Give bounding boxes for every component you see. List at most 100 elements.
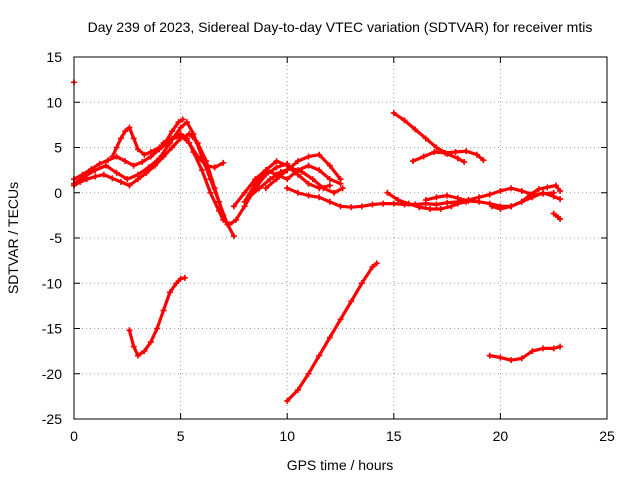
grid-layer <box>74 57 607 419</box>
data-point <box>508 203 515 210</box>
data-point <box>305 192 312 199</box>
data-point <box>544 184 551 191</box>
y-tick-label: -10 <box>42 275 62 291</box>
data-point <box>518 187 525 194</box>
data-point <box>299 168 306 175</box>
series-line <box>72 132 225 217</box>
data-point <box>552 182 559 189</box>
data-point <box>177 132 184 139</box>
data-point <box>169 135 176 142</box>
data-point <box>277 168 284 175</box>
data-point <box>320 185 327 192</box>
data-point <box>527 191 534 198</box>
y-tick-label: 10 <box>46 94 62 110</box>
data-point <box>179 116 186 123</box>
data-point <box>160 307 167 314</box>
data-point <box>233 216 240 223</box>
data-point <box>557 196 564 203</box>
data-point <box>395 196 402 203</box>
data-point <box>220 159 227 166</box>
series-arc-late-c <box>409 148 487 165</box>
data-point <box>262 185 269 192</box>
data-point <box>241 189 248 196</box>
data-point <box>124 176 131 183</box>
data-point <box>348 298 355 305</box>
data-point <box>224 221 231 228</box>
data-point <box>294 158 301 165</box>
data-point <box>540 189 547 196</box>
x-tick-label: 10 <box>279 428 295 444</box>
data-point <box>433 194 440 201</box>
data-point <box>145 164 152 171</box>
data-point <box>444 192 451 199</box>
data-point <box>316 151 323 158</box>
data-point <box>141 151 148 158</box>
data-point <box>518 355 525 362</box>
data-point <box>416 204 423 211</box>
data-point <box>369 263 376 270</box>
data-point <box>401 117 408 124</box>
data-point <box>92 173 99 180</box>
data-point <box>156 155 163 162</box>
data-point <box>186 139 193 146</box>
y-tick-label: 5 <box>54 140 62 156</box>
y-tick-label: -5 <box>50 230 63 246</box>
series-arc-neg-mid <box>284 260 380 404</box>
series-arc-late-b <box>390 110 468 165</box>
data-point <box>113 144 120 151</box>
data-point <box>284 397 291 404</box>
data-point <box>433 201 440 208</box>
data-point <box>337 203 344 210</box>
data-point <box>273 158 280 165</box>
data-point <box>134 171 141 178</box>
series-arc-mid-a <box>160 132 227 171</box>
data-point <box>109 175 116 182</box>
x-tick-label: 5 <box>177 428 185 444</box>
data-point <box>284 176 291 183</box>
data-point <box>497 206 504 213</box>
data-point <box>422 135 429 142</box>
series-line <box>247 166 345 199</box>
data-point <box>305 153 312 160</box>
data-point <box>245 194 252 201</box>
data-point <box>175 119 182 126</box>
data-point <box>476 198 483 205</box>
data-point <box>147 339 154 346</box>
data-point <box>169 128 176 135</box>
chart-title: Day 239 of 2023, Sidereal Day-to-day VTE… <box>88 19 593 35</box>
data-point <box>497 187 504 194</box>
data-point <box>147 149 154 156</box>
data-point <box>380 200 387 207</box>
data-point <box>316 194 323 201</box>
data-point <box>207 176 214 183</box>
data-point <box>241 198 248 205</box>
x-tick-label: 15 <box>386 428 402 444</box>
series-arc-long-flat <box>284 185 557 211</box>
data-point <box>117 135 124 142</box>
data-point <box>540 345 547 352</box>
data-point <box>444 199 451 206</box>
data-point <box>173 280 180 287</box>
data-point <box>273 176 280 183</box>
data-point <box>433 144 440 151</box>
data-point <box>326 182 333 189</box>
series-line <box>552 212 562 221</box>
data-point <box>273 164 280 171</box>
data-point <box>305 162 312 169</box>
series-arc-early-ramp <box>109 116 186 160</box>
y-axis-label: SDTVAR / TECUs <box>5 182 21 294</box>
data-point <box>480 157 487 164</box>
data-point <box>337 176 344 183</box>
data-point <box>358 280 365 287</box>
data-point <box>486 352 493 359</box>
data-point <box>294 189 301 196</box>
data-point <box>203 162 210 169</box>
data-point <box>305 370 312 377</box>
data-point <box>508 357 515 364</box>
data-point <box>465 197 472 204</box>
data-point <box>461 158 468 165</box>
data-point <box>384 189 391 196</box>
x-axis-label: GPS time / hours <box>287 457 394 473</box>
data-point <box>177 124 184 131</box>
data-point <box>230 203 237 210</box>
